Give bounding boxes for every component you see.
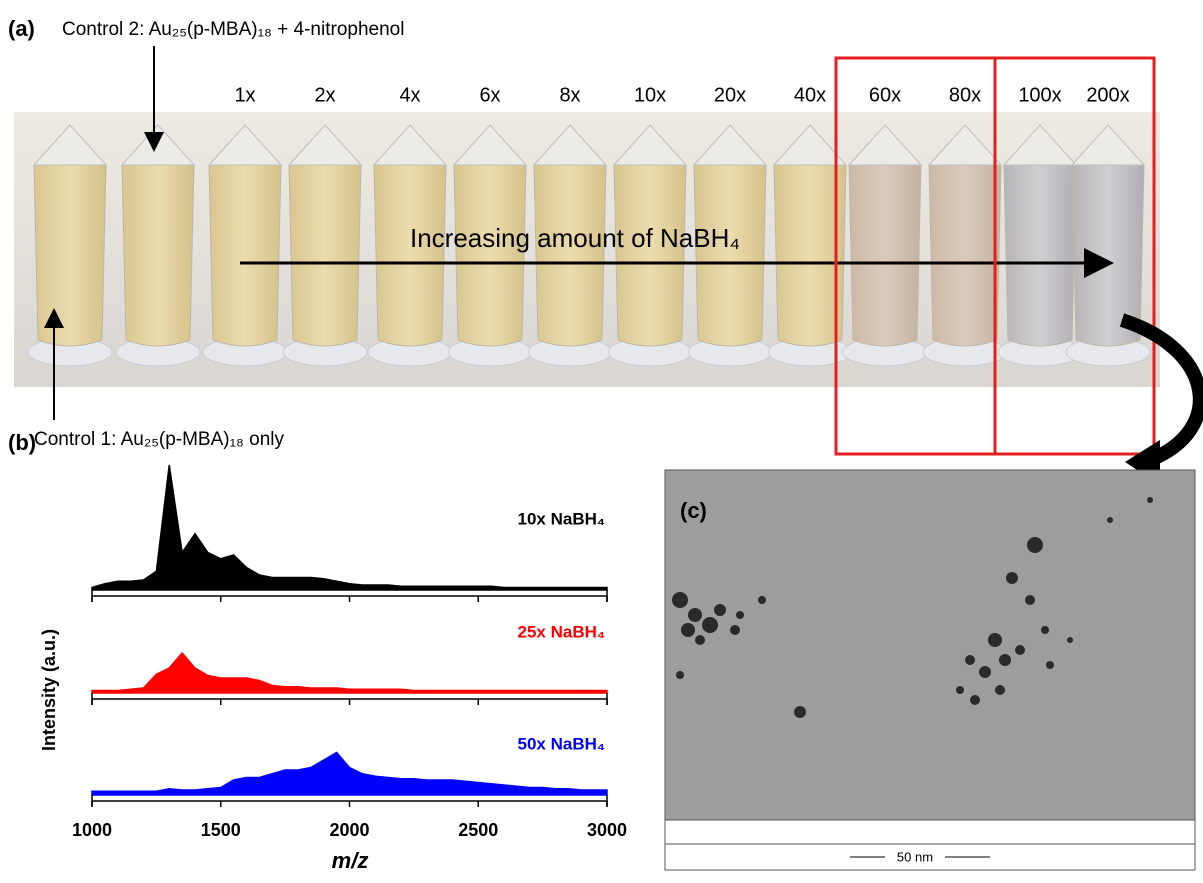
x-axis-label: m/z: [332, 848, 369, 873]
tube-label: 2x: [314, 84, 335, 106]
tube-label: 20x: [714, 84, 746, 106]
tube-label: 6x: [479, 84, 500, 106]
legend-entry: 10x NaBH₄: [518, 509, 605, 528]
tube-cap: [287, 124, 363, 166]
tube-label: 8x: [559, 84, 580, 106]
control-1-label: Control 1: Au₂₅(p-MBA)₁₈ only: [34, 429, 285, 450]
tube-cap: [452, 124, 528, 166]
x-tick-label: 2500: [458, 820, 498, 840]
tube-cap: [532, 124, 608, 166]
tube-cap: [207, 124, 283, 166]
tube-cap: [692, 124, 768, 166]
scale-label: 50 nm: [897, 849, 933, 864]
tube-cap: [1070, 124, 1146, 166]
y-axis-label: Intensity (a.u.): [39, 629, 59, 751]
panel-label: (c): [680, 498, 707, 523]
tube-cap: [372, 124, 448, 166]
x-tick-label: 3000: [587, 820, 627, 840]
tubes: [27, 124, 1151, 367]
nanoparticles: [672, 497, 1153, 718]
tem-image: [664, 469, 1196, 821]
spectrum: [91, 651, 608, 694]
tube-label: 40x: [794, 84, 826, 106]
tube-label: 100x: [1018, 84, 1061, 106]
spectrum: [91, 751, 608, 796]
tube-label: 200x: [1086, 84, 1129, 106]
tube: [848, 164, 922, 347]
panel-label: (a): [8, 16, 35, 41]
legend-entry: 50x NaBH₄: [518, 734, 605, 753]
arrow-label: Increasing amount of NaBH₄: [410, 223, 740, 253]
curved-arrow: [1119, 313, 1203, 467]
tube-cap: [772, 124, 848, 166]
x-tick-label: 1000: [72, 820, 112, 840]
tube: [613, 164, 687, 347]
panel-label: (b): [8, 430, 36, 455]
tube: [121, 164, 195, 347]
tube: [33, 164, 107, 347]
tube: [453, 164, 527, 347]
tube: [208, 164, 282, 347]
spectrum: [91, 464, 608, 591]
tube: [1003, 164, 1077, 347]
tube-cap: [1002, 124, 1078, 166]
tube-cap: [612, 124, 688, 166]
tube-label: 60x: [869, 84, 901, 106]
tube-cap: [847, 124, 923, 166]
tube: [373, 164, 447, 347]
tube-label: 80x: [949, 84, 981, 106]
x-tick-label: 2000: [329, 820, 369, 840]
tube-label: 10x: [634, 84, 666, 106]
tube-label: 1x: [234, 84, 255, 106]
tube: [928, 164, 1002, 347]
control-2-label: Control 2: Au₂₅(p-MBA)₁₈ + 4-nitrophenol: [62, 19, 404, 40]
tube: [693, 164, 767, 347]
legend-entry: 25x NaBH₄: [518, 622, 605, 641]
tube: [533, 164, 607, 347]
tube: [773, 164, 847, 347]
x-tick-label: 1500: [201, 820, 241, 840]
highlight-box: [993, 56, 1156, 456]
scale-bg: [885, 850, 945, 864]
tube-label: 4x: [399, 84, 420, 106]
tube-cap: [927, 124, 1003, 166]
tube-cap: [32, 124, 108, 166]
tube: [288, 164, 362, 347]
